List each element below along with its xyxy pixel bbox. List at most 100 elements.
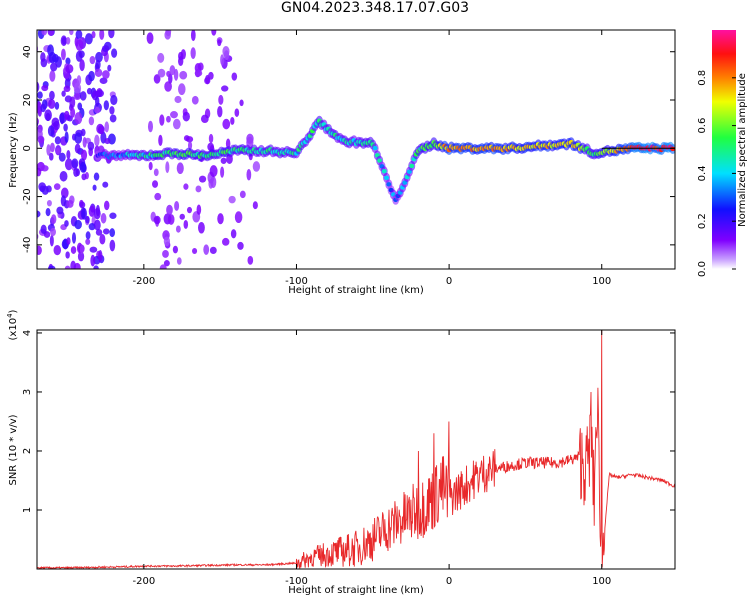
spectrogram-speckle	[46, 185, 52, 193]
spectrogram-speckle	[220, 54, 225, 66]
spectrogram-x-ticks: -200 -100 0 100	[132, 30, 611, 287]
spectrogram-speckle	[85, 215, 90, 224]
spectrogram-speckle	[40, 165, 49, 172]
spectrogram-speckle	[153, 74, 161, 84]
spectrogram-speckle	[88, 223, 96, 231]
spectrogram-speckle	[99, 77, 108, 84]
spectrogram-speckle	[176, 257, 182, 265]
spectrogram-speckle	[220, 157, 227, 164]
spectrogram-speckle	[37, 91, 43, 99]
colorbar-tick-label: 0.2	[697, 213, 708, 229]
spectrogram-speckle	[63, 85, 71, 93]
spectrogram-speckle	[79, 91, 87, 101]
spectrogram-speckle	[198, 175, 207, 183]
spectrogram-speckle	[111, 48, 118, 58]
spectrogram-speckle	[41, 30, 48, 36]
spectrogram-speckle	[148, 161, 153, 171]
spectrogram-speckle	[95, 96, 100, 107]
spectrogram-speckle	[182, 111, 190, 122]
spectrogram-speckle	[220, 166, 225, 178]
spectrogram-speckle	[48, 98, 56, 109]
spectrogram-speckle	[217, 105, 223, 118]
spectrogram-speckle	[203, 244, 210, 255]
spectrogram-y-tick-label: 40	[22, 45, 33, 58]
spectrogram-speckle	[64, 131, 69, 144]
spectrogram-speckle	[49, 90, 55, 100]
spectrogram-x-tick-label: 0	[446, 276, 452, 287]
spectrogram-speckle	[228, 195, 236, 204]
spectrogram-speckle	[37, 81, 40, 93]
spectrogram-speckle	[239, 190, 246, 199]
spectrogram-speckle	[64, 220, 69, 227]
spectrogram-speckle	[73, 93, 82, 100]
colorbar-tick-label: 0.6	[697, 118, 708, 134]
spectrogram-speckle	[93, 265, 99, 269]
spectrogram-speckle	[183, 183, 189, 190]
spectrogram-speckle	[101, 45, 110, 53]
spectrogram-speckle	[172, 118, 181, 130]
spectrogram-speckle	[230, 116, 235, 125]
spectrogram-speckle	[158, 134, 163, 147]
spectrogram-speckle	[108, 30, 115, 39]
spectrogram-speckle	[47, 125, 55, 137]
snr-line-layer	[37, 330, 675, 569]
spectrogram-speckle	[197, 62, 204, 71]
spectrogram-speckle	[183, 220, 189, 229]
spectrogram-speckle	[93, 172, 100, 181]
spectrogram-speckle	[98, 250, 103, 262]
spectrogram-speckle	[59, 112, 65, 125]
spectrogram-speckle	[90, 254, 96, 267]
spectrogram-speckle	[56, 206, 64, 215]
spectrogram-speckle	[66, 200, 74, 208]
spectrogram-speckle	[81, 207, 87, 220]
spectrogram-speckle	[100, 213, 107, 224]
snr-frame	[36, 329, 676, 570]
spectrogram-speckle	[40, 103, 47, 113]
colorbar-label: Normalized spectral amplitude	[737, 73, 748, 227]
spectrogram-speckle	[109, 106, 115, 115]
spectrogram-speckle	[217, 39, 222, 47]
spectrogram-speckle	[164, 81, 172, 92]
spectrogram-speckle	[94, 134, 100, 147]
spectrogram-speckle	[222, 237, 230, 246]
spectrogram-speckle	[40, 224, 47, 234]
spectrogram-speckle	[205, 74, 210, 85]
spectrogram-speckle	[95, 228, 103, 236]
spectrogram-y-ticks: -40 -20 0 20 40	[22, 45, 675, 253]
spectrogram-speckle	[110, 94, 118, 106]
spectrogram-speckle	[92, 184, 97, 191]
spectrogram-speckle	[76, 75, 82, 85]
spectrogram-speckle	[167, 214, 175, 225]
snr-panel: -200 -100 0 100 1 2 3 4 Height of straight lin…	[6, 309, 676, 596]
spectrogram-speckle	[208, 133, 214, 144]
spectrogram-speckle	[50, 227, 56, 237]
spectrogram-x-tick-label: -200	[132, 276, 155, 287]
snr-x-tick-label: -100	[285, 576, 308, 587]
snr-multiplier: (x104)	[6, 309, 19, 340]
spectrogram-speckle	[89, 55, 96, 65]
spectrogram-speckle	[74, 219, 82, 230]
spectrogram-speckle	[109, 212, 117, 219]
spectrogram-speckle	[172, 245, 179, 254]
spectrogram-speckle	[86, 87, 92, 95]
spectrogram-speckle	[75, 39, 84, 51]
spectrogram-speckle	[60, 35, 68, 47]
spectrogram-speckle	[147, 120, 153, 133]
spectrogram-speckle	[94, 106, 101, 114]
spectrogram-speckle	[166, 115, 171, 123]
spectrogram-speckle	[80, 149, 88, 161]
spectrogram-speckle	[194, 69, 203, 77]
spectrogram-speckle	[65, 57, 71, 65]
spectrogram-speckle	[53, 244, 62, 256]
spectrogram-speckle	[46, 144, 51, 156]
spectrogram-speckle	[96, 123, 104, 134]
spectrogram-speckle	[164, 30, 171, 40]
spectrogram-speckle	[61, 48, 66, 61]
spectrogram-speckle	[94, 68, 103, 78]
spectrogram-speckle	[69, 30, 74, 36]
spectrogram-speckle	[41, 84, 49, 92]
spectrogram-speckle	[176, 162, 184, 175]
spectrogram-speckle	[166, 70, 171, 77]
spectrogram-speckle	[152, 180, 159, 188]
spectrogram-speckle	[79, 161, 87, 173]
